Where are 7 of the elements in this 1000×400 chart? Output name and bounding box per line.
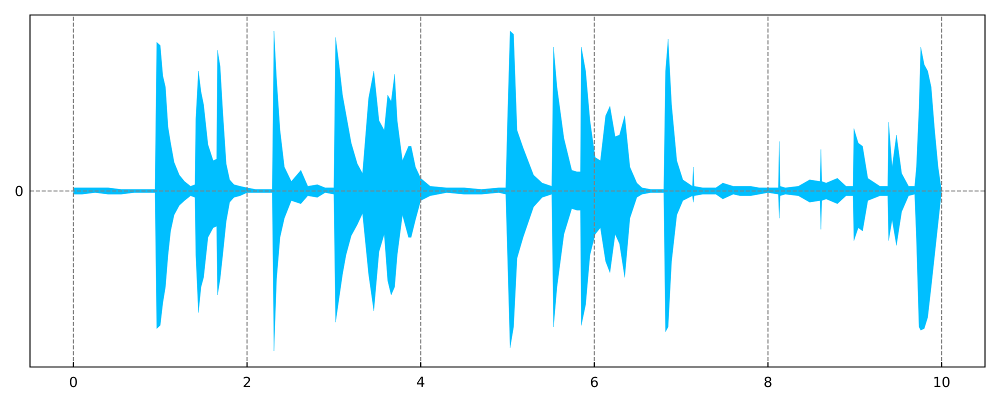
x-tick-label: 0 — [70, 376, 77, 388]
x-tick-label: 2 — [244, 376, 250, 387]
ref-line-label: 0 — [16, 186, 23, 196]
x-tick-label: 10 — [934, 376, 950, 388]
x-tick-label: 6 — [590, 376, 598, 388]
x-tick-label: 8 — [764, 376, 772, 388]
x-tick-label: 4 — [416, 376, 424, 387]
